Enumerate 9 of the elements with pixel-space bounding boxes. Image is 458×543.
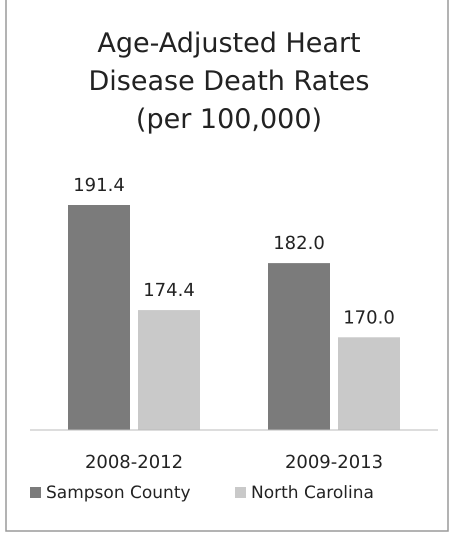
x-tick-label: 2008-2012 (84, 452, 184, 473)
data-label: 191.4 (73, 175, 125, 196)
legend-label: North Carolina (251, 483, 374, 503)
data-label: 174.4 (143, 280, 195, 302)
data-label: 170.0 (343, 307, 395, 328)
legend-label: Sampson County (46, 483, 191, 503)
data-label: 182.0 (273, 233, 325, 254)
chart-title: Age-Adjusted Heart Disease Death Rates (per 100,000) (88, 28, 370, 135)
x-tick-label: 2009-2013 (284, 452, 384, 473)
